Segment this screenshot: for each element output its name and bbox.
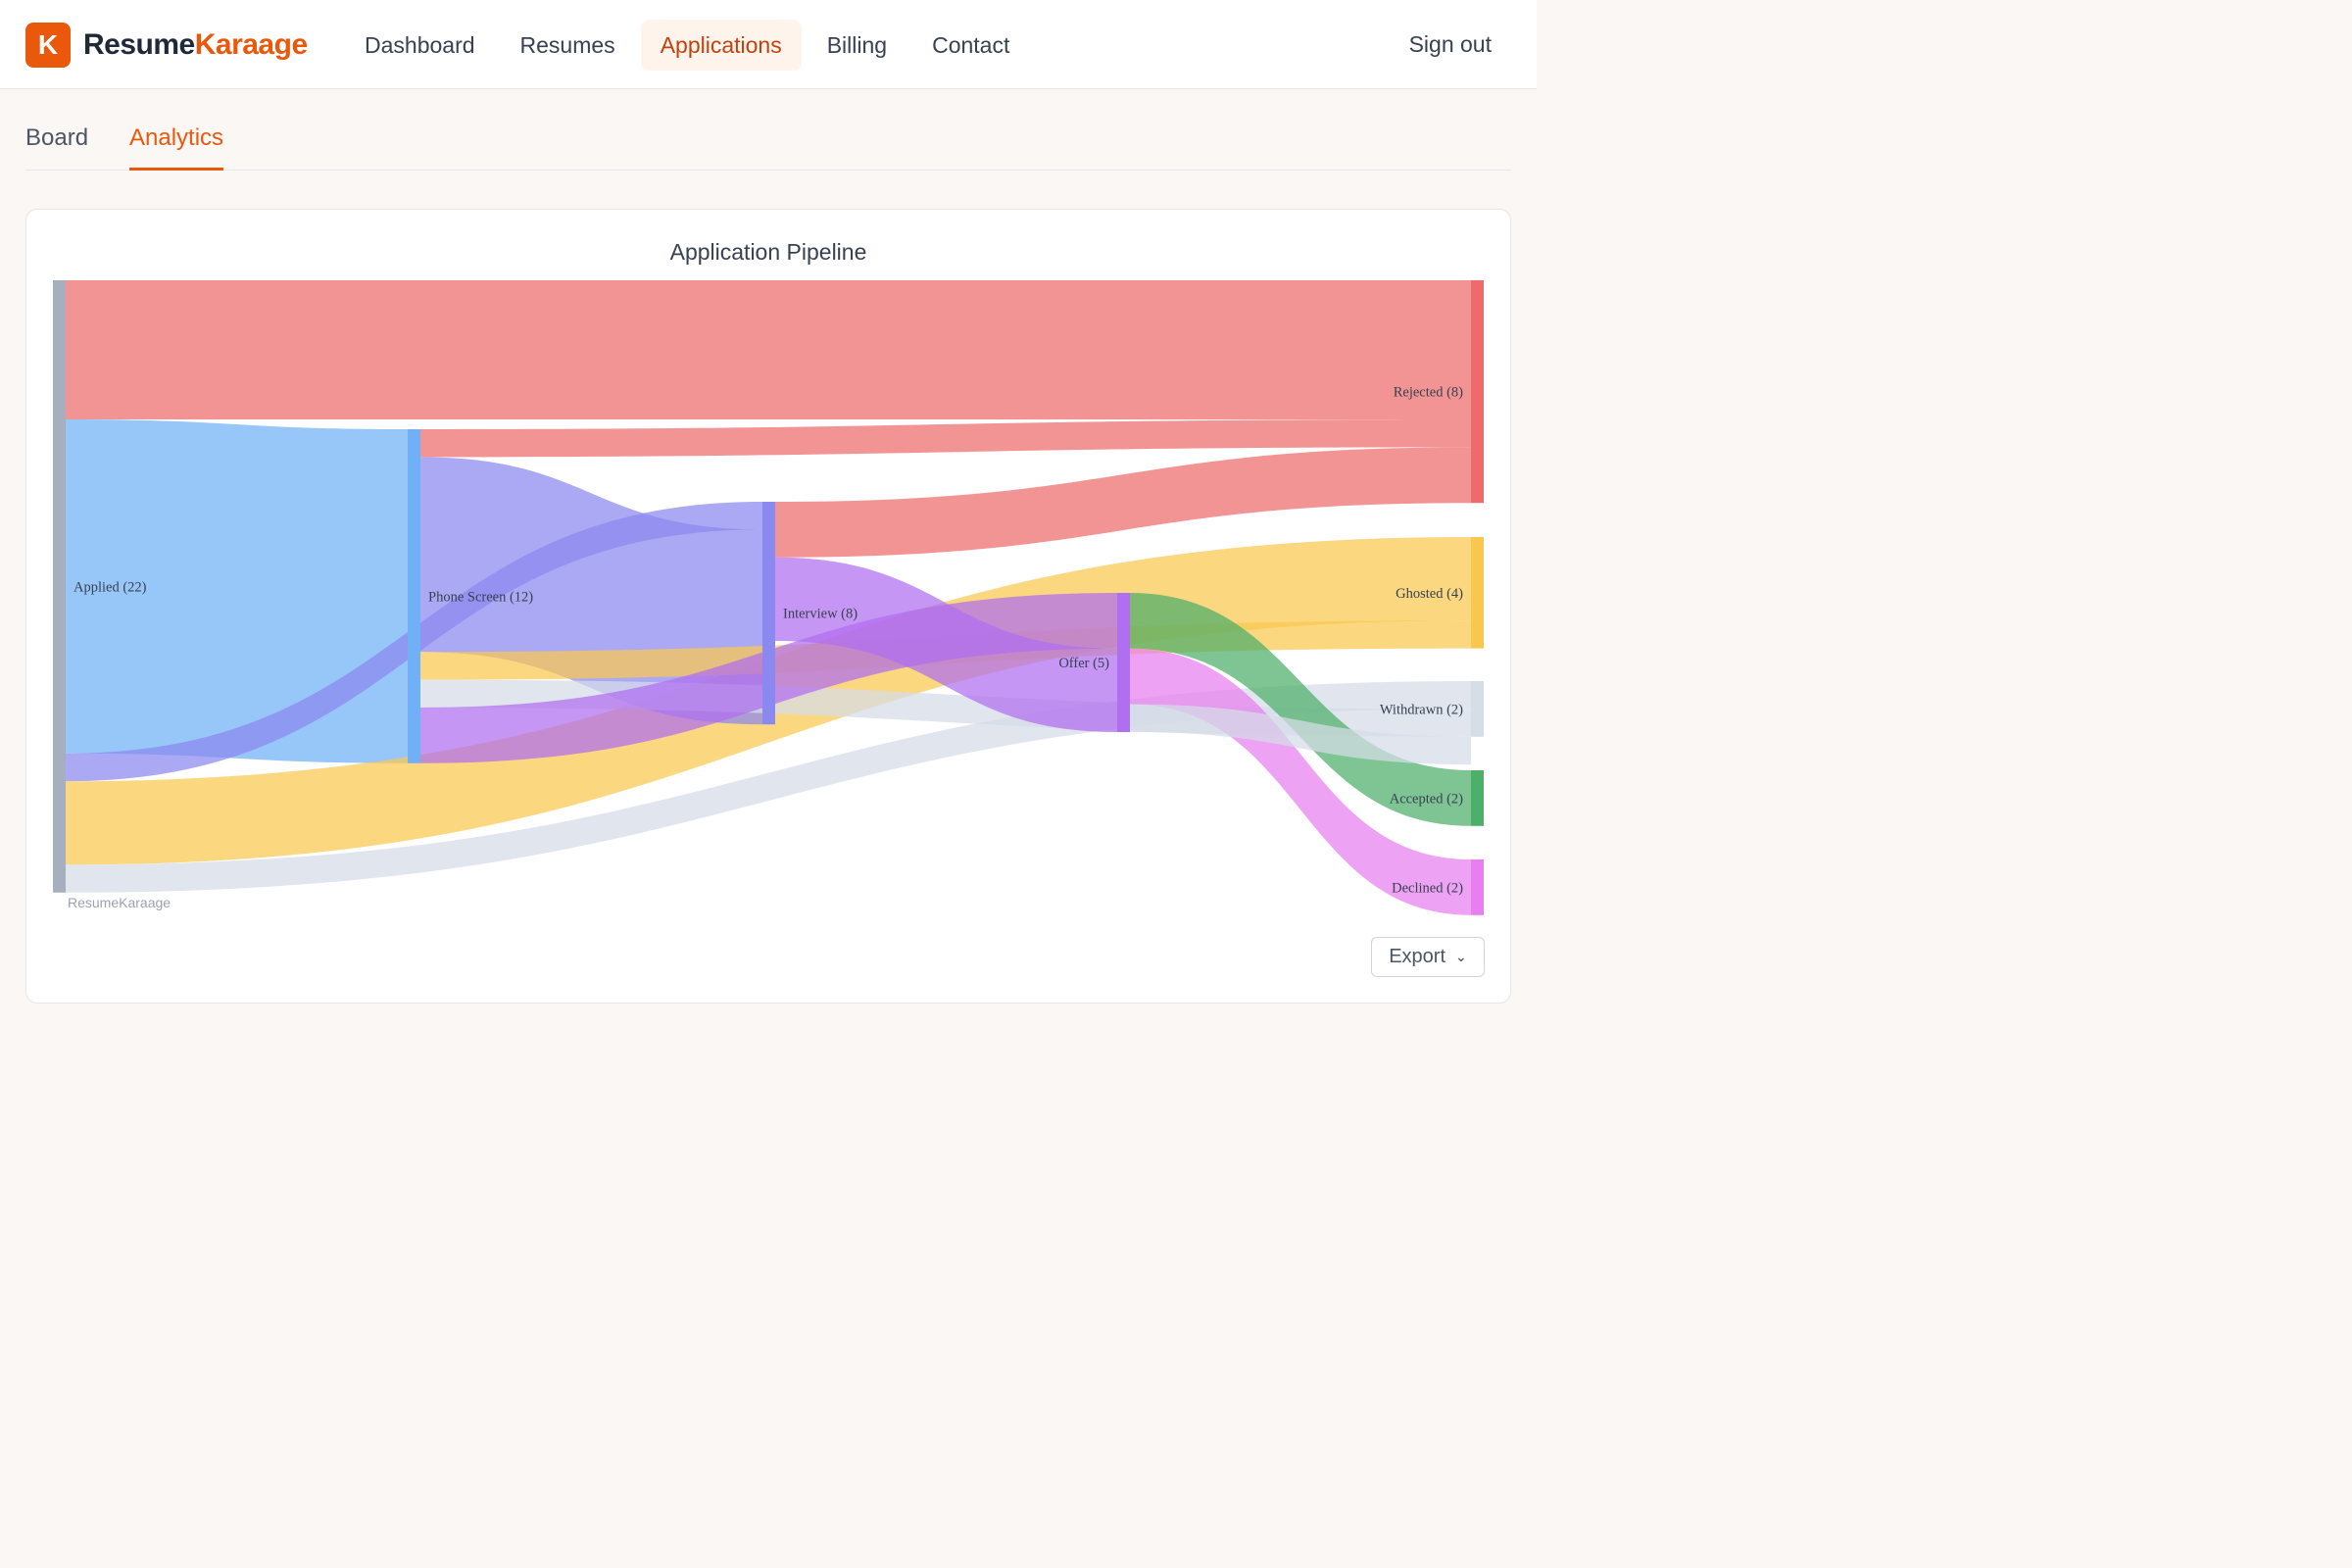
analytics-card: Application Pipeline Applied (22) Phone S… xyxy=(25,209,1511,1004)
link-applied-withdrawn[interactable] xyxy=(66,681,1471,893)
node-withdrawn[interactable] xyxy=(1471,681,1484,737)
sankey-chart: Applied (22) Phone Screen (12) Interview (… xyxy=(53,280,1484,915)
brand-name: ResumeKaraage xyxy=(83,28,308,62)
export-button[interactable]: Export ⌄ xyxy=(1371,937,1485,977)
node-label-applied: Applied (22) xyxy=(74,579,147,595)
link-interview-rejected[interactable] xyxy=(775,447,1471,558)
link-phone-rejected[interactable] xyxy=(420,419,1471,458)
sankey-nodes: Applied (22) Phone Screen (12) Interview (… xyxy=(53,280,1484,915)
chart-title: Application Pipeline xyxy=(669,239,867,265)
chevron-down-icon: ⌄ xyxy=(1455,949,1467,964)
logo-mark-icon: K xyxy=(25,23,71,68)
node-label-ghosted: Ghosted (4) xyxy=(1396,586,1463,602)
link-applied-rejected[interactable] xyxy=(66,280,1471,419)
main-nav: Dashboard Resumes Applications Billing C… xyxy=(345,20,1035,71)
tab-board[interactable]: Board xyxy=(25,124,89,151)
brand-logo[interactable]: K ResumeKaraage xyxy=(25,23,308,68)
link-interview-offer[interactable] xyxy=(775,557,1117,732)
nav-applications[interactable]: Applications xyxy=(640,20,802,71)
node-label-accepted: Accepted (2) xyxy=(1390,791,1463,807)
brand-name-part2: Karaage xyxy=(194,28,308,61)
nav-contact[interactable]: Contact xyxy=(932,31,1010,58)
node-rejected[interactable] xyxy=(1471,280,1484,504)
nav-dashboard[interactable]: Dashboard xyxy=(365,31,475,58)
node-offer[interactable] xyxy=(1117,593,1130,732)
nav-billing[interactable]: Billing xyxy=(826,31,888,58)
link-offer-withdrawn[interactable] xyxy=(1130,704,1471,765)
sign-out-link[interactable]: Sign out xyxy=(1408,31,1492,57)
node-interview[interactable] xyxy=(762,502,775,725)
node-label-withdrawn: Withdrawn (2) xyxy=(1380,702,1463,717)
link-offer-accepted[interactable] xyxy=(1130,593,1471,826)
node-label-rejected: Rejected (8) xyxy=(1394,385,1463,401)
link-applied-phone[interactable] xyxy=(66,419,408,763)
node-label-declined: Declined (2) xyxy=(1392,880,1463,896)
node-declined[interactable] xyxy=(1471,859,1484,915)
node-ghosted[interactable] xyxy=(1471,537,1484,649)
node-label-offer: Offer (5) xyxy=(1058,656,1109,671)
top-header: K ResumeKaraage Dashboard Resumes Applic… xyxy=(0,0,1537,89)
chart-watermark: ResumeKaraage xyxy=(68,895,171,910)
nav-resumes[interactable]: Resumes xyxy=(519,31,615,58)
export-label: Export xyxy=(1389,946,1446,967)
brand-name-part1: Resume xyxy=(83,28,195,61)
node-accepted[interactable] xyxy=(1471,770,1484,826)
node-applied[interactable] xyxy=(53,280,66,893)
tab-analytics[interactable]: Analytics xyxy=(129,124,224,171)
node-phone[interactable] xyxy=(408,429,420,763)
node-label-phone: Phone Screen (12) xyxy=(428,589,533,605)
view-tabs: Board Analytics xyxy=(25,121,1511,171)
node-label-interview: Interview (8) xyxy=(783,607,858,622)
